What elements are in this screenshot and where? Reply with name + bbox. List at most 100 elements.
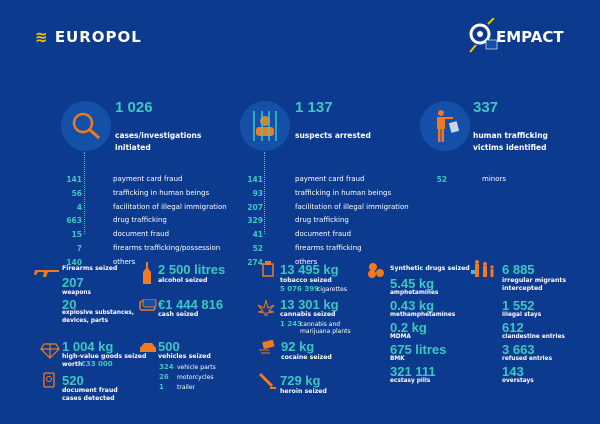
vehicle-label: vehicle parts [177,364,216,371]
goods-worth-value: €33 000 [81,360,113,368]
label: vehicles seized [158,353,211,360]
cigarettes-value: 5 076 399 [280,285,319,293]
label: weapons [62,290,91,296]
label: cocaine seized [281,354,332,361]
list-value: 52 [252,244,263,253]
prisoner-icon [240,101,290,151]
tobacco-icon [262,261,274,277]
synthetic-title: Synthetic drugs seized [390,265,470,272]
list-value: 7 [76,244,82,253]
synthetic-value: 321 111 [390,364,436,379]
list-value: 207 [247,202,263,212]
synthetic-value: 0.2 kg [390,320,427,335]
label: devices, parts [62,318,109,324]
headline-label: suspects arrested [295,131,371,140]
label: alcohol seized [158,277,208,284]
firearms-weapons-value: 207 [62,275,84,290]
empact-target-icon [469,18,498,53]
migrants-sub-value: 612 [502,320,524,335]
headline-label: human trafficking [473,131,548,140]
victim-icon [420,101,470,151]
list-label: trafficking in human beings [113,188,210,197]
list-label: firearms trafficking/possession [113,244,221,252]
vehicles-value: 500 [158,339,180,354]
label: cannabis and [300,321,341,328]
vehicle-value: 324 [159,363,174,371]
headline-label: initiated [115,143,151,152]
list-value: 140 [66,257,82,267]
list-label: minors [482,175,507,183]
label: tobacco seized [280,277,332,284]
europol-logo: ≋ EUROPOL [35,28,142,46]
list-label: others [113,257,136,266]
label: worth [62,361,83,368]
label: cigarettes [317,286,347,293]
pills-icon [368,263,384,278]
heroin-value: 729 kg [280,373,321,388]
list-label: facilitation of illegal immigration [295,202,409,211]
list-value: 274 [247,257,263,267]
cocaine-value: 92 kg [281,339,315,354]
headline-value: 337 [473,99,499,116]
cannabis-value: 13 301 kg [280,297,339,312]
list-value: 4 [76,202,82,212]
list-label: facilitation of illegal immigration [113,202,227,211]
vehicle-label: motorcycles [177,374,214,381]
vehicle-value: 1 [159,383,164,391]
connector-line [84,152,85,234]
magnifier-icon [61,101,111,151]
tobacco-value: 13 495 kg [280,262,339,277]
synthetic-value: 0.43 kg [390,298,435,313]
label: cash seized [158,311,199,318]
headline-value: 1 026 [115,99,153,116]
label: irregular migrants [502,277,567,284]
label: refused entries [502,356,553,362]
bottle-icon [143,262,151,284]
connector-line [264,152,265,234]
label: methamphetamines [390,312,456,318]
label: MDMA [390,334,411,340]
label: explosive substances, [62,310,134,316]
list-label: document fraud [113,230,170,239]
empact-logo: EMPACT [496,28,564,46]
label: clandestine entries [502,334,565,340]
migrants-value: 6 885 [502,262,535,277]
headline-label: cases/investigations [115,131,202,140]
europol-logo-text: EUROPOL [54,28,142,46]
label: illegal stays [502,312,542,318]
list-label: drug trafficking [295,216,349,225]
list-value: 141 [66,175,82,184]
migrants-sub-value: 3 663 [502,342,535,357]
list-value: 52 [436,175,447,184]
label: cases detected [62,395,115,402]
migrants-sub-value: 1 552 [502,298,535,313]
list-value: 15 [71,230,82,240]
headline-label: victims identified [473,143,547,152]
alcohol-value: 2 500 litres [158,262,226,277]
cannabis-icon [257,300,275,316]
vehicle-value: 26 [159,373,169,381]
goods-value: 1 004 kg [62,339,114,354]
list-label: firearms trafficking [295,244,362,252]
list-label: payment card fraud [295,175,365,183]
cash-value: €1 444 816 [158,297,224,312]
list-value: 93 [252,188,263,198]
synthetic-value: 5.45 kg [390,276,435,291]
list-label: trafficking in human beings [295,188,392,197]
diamond-icon [40,343,60,359]
documents-value: 520 [62,373,84,388]
label: ecstasy pills [390,378,431,384]
list-value: 56 [71,188,82,198]
list-value: 663 [66,216,82,226]
list-label: others [295,257,318,266]
label: overstays [502,378,534,384]
label: cannabis seized [280,311,336,318]
car-icon [140,343,156,352]
migrants-sub-value: 143 [502,364,524,379]
label: high-value goods seized [62,353,147,360]
label: document fraud [62,387,118,394]
cash-icon [139,299,157,311]
list-value: 329 [247,216,263,226]
synthetic-value: 675 litres [390,342,447,357]
plants-value: 1 243 [280,320,302,328]
